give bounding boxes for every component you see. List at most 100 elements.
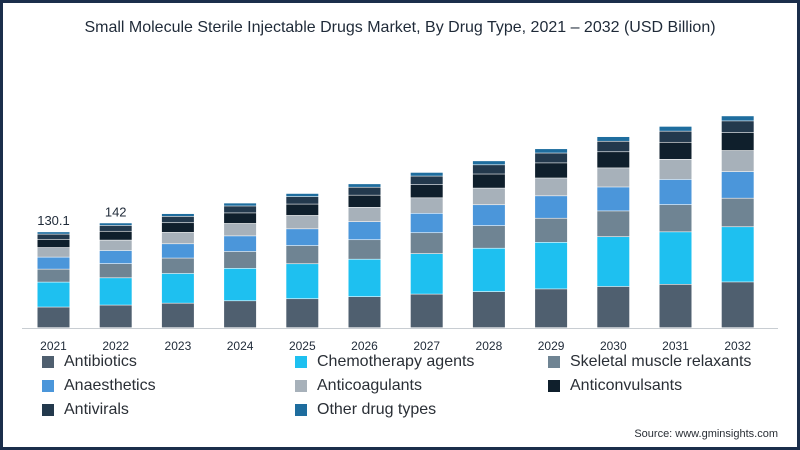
x-tick-label: 2028: [476, 339, 503, 353]
bar-segment-2031-8: [659, 126, 692, 131]
legend-item: Anticoagulants: [295, 375, 422, 397]
bar-segment-2028-2: [472, 248, 505, 292]
bar-segment-2023-3: [161, 258, 194, 274]
bar-segment-2022-8: [99, 223, 132, 226]
legend-label: Anaesthetics: [64, 377, 156, 394]
bar-segment-2024-3: [224, 251, 257, 269]
data-label-2021: 130.1: [37, 213, 70, 228]
legend-swatch: [42, 380, 54, 392]
bar-segment-2025-1: [286, 299, 319, 328]
bar-segment-2026-8: [348, 184, 381, 187]
bar-segment-2031-3: [659, 204, 692, 232]
bar-segment-2021-4: [37, 257, 70, 269]
legend-swatch: [295, 380, 307, 392]
bar-segment-2022-6: [99, 231, 132, 240]
legend-swatch: [42, 404, 54, 416]
bar-segment-2027-6: [410, 185, 443, 198]
bar-segment-2028-7: [472, 165, 505, 174]
bar-segment-2026-3: [348, 240, 381, 259]
bar-segment-2028-8: [472, 161, 505, 165]
legend-swatch: [42, 356, 54, 368]
bar-segment-2030-2: [597, 237, 630, 287]
bar-segment-2030-4: [597, 187, 630, 211]
bar-segment-2030-3: [597, 211, 630, 237]
bar-segment-2028-3: [472, 225, 505, 248]
bar-segment-2021-6: [37, 239, 70, 248]
bar-segment-2029-4: [535, 196, 568, 218]
x-tick-label: 2031: [662, 339, 689, 353]
bar-segment-2028-5: [472, 188, 505, 205]
bar-segment-2032-5: [721, 150, 754, 172]
bar-segment-2025-6: [286, 204, 319, 216]
legend-item: Skeletal muscle relaxants: [548, 351, 751, 373]
bar-segment-2024-5: [224, 223, 257, 236]
bar-segment-2023-7: [161, 216, 194, 223]
bar-segment-2021-8: [37, 232, 70, 234]
bar-segment-2030-8: [597, 136, 630, 141]
x-tick-label: 2022: [102, 339, 129, 353]
bar-segment-2032-1: [721, 282, 754, 328]
legend-label: Skeletal muscle relaxants: [570, 353, 752, 370]
legend-label: Chemotherapy agents: [317, 353, 475, 370]
bar-segment-2025-2: [286, 264, 319, 299]
x-tick-label: 2024: [227, 339, 254, 353]
bar-segment-2023-1: [161, 303, 194, 328]
bar-segment-2027-7: [410, 176, 443, 185]
x-tick-label: 2027: [413, 339, 440, 353]
bar-segment-2032-3: [721, 198, 754, 227]
bar-segment-2022-7: [99, 225, 132, 231]
bar-segment-2025-5: [286, 215, 319, 229]
bar-segment-2027-2: [410, 253, 443, 294]
legend-item: Antibiotics: [42, 351, 137, 373]
bar-segment-2024-6: [224, 213, 257, 224]
legend-item: Other drug types: [295, 399, 436, 421]
bar-segment-2025-3: [286, 245, 319, 264]
bar-segment-2032-7: [721, 121, 754, 133]
bar-segment-2032-6: [721, 132, 754, 151]
bar-segment-2029-3: [535, 218, 568, 243]
bar-segment-2024-7: [224, 206, 257, 213]
bar-segment-2029-1: [535, 289, 568, 328]
x-tick-label: 2025: [289, 339, 316, 353]
bar-segment-2022-1: [99, 305, 132, 328]
legend-item: Anaesthetics: [42, 375, 156, 397]
bar-segment-2025-7: [286, 196, 319, 204]
bar-segment-2025-4: [286, 229, 319, 246]
bar-segment-2023-4: [161, 244, 194, 258]
bar-segment-2031-4: [659, 179, 692, 205]
bar-segment-2027-5: [410, 198, 443, 213]
bar-segment-2021-7: [37, 234, 70, 240]
bar-segment-2021-2: [37, 282, 70, 307]
legend-label: Antibiotics: [64, 353, 137, 370]
source-note: Source: www.gminsights.com: [634, 428, 778, 440]
bar-segment-2026-6: [348, 195, 381, 208]
bar-segment-2030-7: [597, 141, 630, 152]
bar-segment-2023-6: [161, 223, 194, 233]
bar-segment-2028-4: [472, 205, 505, 226]
x-tick-label: 2029: [538, 339, 565, 353]
bar-segment-2022-2: [99, 278, 132, 305]
bar-segment-2030-1: [597, 286, 630, 328]
bar-segment-2026-5: [348, 207, 381, 222]
bar-segment-2032-4: [721, 171, 754, 198]
bar-segment-2027-3: [410, 233, 443, 254]
bar-segment-2024-1: [224, 301, 257, 328]
bar-segment-2023-2: [161, 273, 194, 303]
bar-segment-2026-2: [348, 259, 381, 297]
bar-segment-2027-1: [410, 294, 443, 328]
legend-item: Anticonvulsants: [548, 375, 682, 397]
legend-item: Chemotherapy agents: [295, 351, 474, 373]
x-tick-label: 2032: [724, 339, 751, 353]
bar-segment-2021-1: [37, 307, 70, 328]
data-label-2022: 142: [105, 204, 127, 219]
bar-segment-2026-7: [348, 187, 381, 195]
bar-segment-2028-1: [472, 291, 505, 328]
bar-segment-2027-4: [410, 213, 443, 233]
bar-segment-2021-3: [37, 269, 70, 282]
bar-segment-2025-8: [286, 193, 319, 197]
legend-swatch: [295, 356, 307, 368]
legend-label: Antivirals: [64, 401, 129, 418]
bar-segment-2022-4: [99, 250, 132, 264]
legend-item: Antivirals: [42, 399, 129, 421]
